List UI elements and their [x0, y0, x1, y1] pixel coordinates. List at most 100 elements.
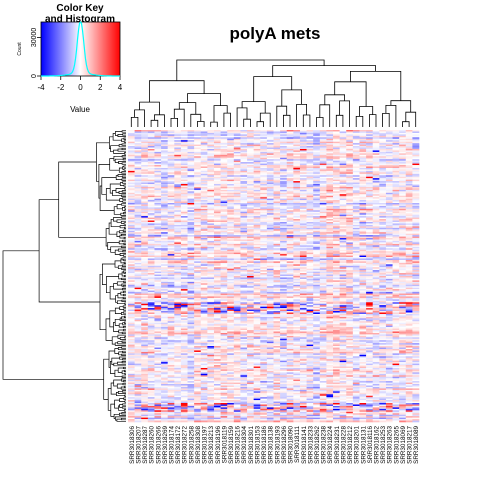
heatmap-cell [280, 175, 288, 178]
heatmap-cell [253, 162, 261, 164]
heatmap-cell [372, 213, 380, 215]
heatmap-cell [392, 264, 400, 267]
heatmap-cell [352, 214, 360, 217]
heatmap-cell [352, 230, 360, 233]
heatmap-cell [180, 284, 188, 287]
heatmap-cell [180, 179, 188, 182]
heatmap-cell [174, 192, 182, 195]
row-dendrogram-branch [103, 358, 109, 400]
heatmap-cell [174, 248, 182, 251]
heatmap-cell [293, 245, 301, 248]
heatmap-cell [174, 216, 182, 218]
heatmap-cell [359, 284, 367, 287]
heatmap-cell [161, 147, 168, 150]
heatmap-cell [352, 195, 360, 198]
heatmap-cell [128, 157, 135, 160]
heatmap-cell [273, 278, 281, 281]
heatmap-cell [187, 197, 195, 199]
heatmap-cell [227, 156, 235, 159]
heatmap-cell [233, 163, 241, 166]
heatmap-cell [359, 221, 367, 224]
heatmap-cell [180, 165, 188, 167]
heatmap-cell [385, 258, 393, 261]
heatmap-cell [141, 232, 149, 234]
heatmap-cell [372, 258, 380, 261]
heatmap-cell [128, 210, 135, 213]
heatmap-cell [180, 191, 188, 194]
heatmap-cell [412, 246, 420, 249]
heatmap-cell [273, 216, 281, 218]
row-dendrogram-branch [114, 342, 126, 346]
heatmap-cell [326, 270, 334, 272]
heatmap-cell [372, 184, 380, 186]
heatmap-cell [385, 220, 393, 223]
column-dendrogram-branch [272, 65, 376, 77]
heatmap-cell [273, 235, 281, 237]
heatmap-cell [352, 273, 360, 275]
heatmap-cell [286, 281, 294, 284]
heatmap-cell [227, 280, 235, 283]
heatmap-cell [293, 267, 301, 269]
heatmap-cell [346, 211, 354, 214]
heatmap-cell [161, 270, 168, 272]
heatmap-cell [200, 156, 208, 159]
heatmap-cell [233, 226, 241, 229]
heatmap-cell [233, 192, 241, 195]
heatmap-cell [141, 205, 149, 208]
heatmap-cell [286, 207, 294, 210]
key-histogram-line [41, 20, 120, 77]
heatmap-cell [280, 257, 288, 259]
heatmap-cell [134, 147, 142, 150]
heatmap-cell [313, 221, 321, 224]
heatmap-cell [260, 220, 268, 223]
heatmap-cell [359, 261, 367, 264]
heatmap-cell [128, 243, 135, 246]
heatmap-cell [286, 198, 294, 201]
heatmap-cell [392, 200, 400, 202]
heatmap-cell [213, 179, 221, 182]
heatmap-cell [293, 281, 301, 284]
heatmap-cell [293, 192, 301, 195]
heatmap-cell [366, 184, 373, 186]
heatmap-cell [326, 163, 334, 166]
heatmap-cell [161, 134, 168, 137]
heatmap-cell [266, 264, 274, 267]
heatmap-cell [220, 280, 228, 283]
heatmap-cell [385, 270, 393, 272]
heatmap-cell [372, 137, 380, 140]
heatmap-cell [339, 184, 347, 186]
heatmap-cell [333, 273, 340, 275]
heatmap-cell [313, 205, 321, 208]
heatmap-cell [313, 259, 321, 262]
heatmap-cell [240, 271, 248, 274]
heatmap-cell [247, 252, 254, 255]
heatmap-cell [293, 165, 301, 167]
heatmap-cell [313, 261, 321, 264]
heatmap-cell [161, 144, 168, 147]
row-dendrogram-branch [123, 280, 126, 283]
heatmap-cell [280, 220, 288, 223]
heatmap-cell [207, 188, 215, 191]
heatmap-cell [213, 207, 221, 210]
heatmap-cell [359, 258, 367, 261]
heatmap-cell [128, 276, 135, 278]
heatmap-cell [372, 195, 380, 198]
heatmap-cell [200, 172, 208, 175]
heatmap-cell [174, 147, 182, 150]
heatmap-cell [385, 195, 393, 198]
heatmap-cell [247, 200, 254, 202]
heatmap-cell [379, 252, 387, 255]
heatmap-cell [141, 281, 149, 284]
heatmap-cell [174, 213, 182, 215]
heatmap-cell [372, 178, 380, 180]
heatmap-cell [134, 157, 142, 160]
heatmap-cell [319, 134, 327, 137]
heatmap-cell [379, 185, 387, 188]
heatmap-cell [247, 273, 254, 275]
heatmap-cell [352, 143, 360, 145]
heatmap-cell [207, 205, 215, 208]
heatmap-cell [372, 257, 380, 259]
heatmap-cell [134, 271, 142, 274]
heatmap-cell [174, 261, 182, 264]
heatmap-cell [194, 216, 202, 218]
